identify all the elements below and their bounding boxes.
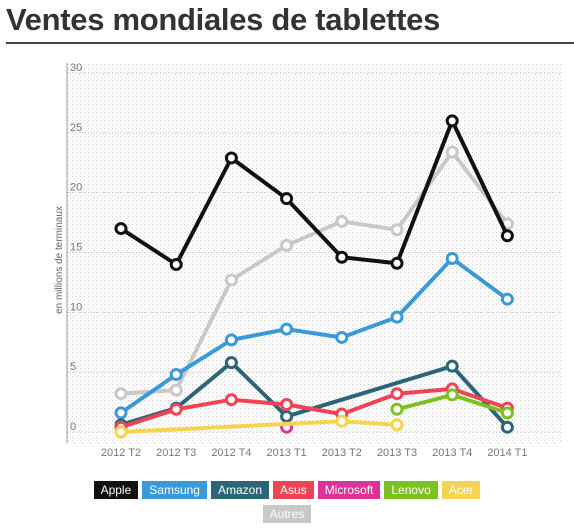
y-tick-label: 30 xyxy=(70,62,82,74)
legend: Apple Samsung Amazon Asus Microsoft Lenovo Ace… xyxy=(0,481,574,529)
data-point-apple xyxy=(280,192,294,206)
legend-row: Apple Samsung Amazon Asus Microsoft Lenovo Ace… xyxy=(0,481,574,503)
data-point-samsung xyxy=(280,322,294,336)
data-point-apple xyxy=(445,114,459,128)
legend-item-apple[interactable]: Apple xyxy=(93,481,139,499)
x-tick-label: 2013 T3 xyxy=(377,447,417,459)
data-point-asus xyxy=(224,393,238,407)
data-point-apple xyxy=(169,257,183,271)
y-tick-labels: 0 5 10 15 20 25 30 xyxy=(70,62,82,433)
data-point-acer xyxy=(114,425,128,439)
data-point-asus xyxy=(280,397,294,411)
x-tick-labels: 2012 T2 2012 T3 2012 T4 2013 T1 2013 T2 2013 … xyxy=(101,447,528,459)
x-tick-label: 2012 T4 xyxy=(211,447,251,459)
data-point-apple xyxy=(390,256,404,270)
x-tick-label: 2012 T2 xyxy=(101,447,141,459)
x-tick-label: 2013 T2 xyxy=(322,447,362,459)
data-point-samsung xyxy=(500,292,514,306)
series-group xyxy=(114,114,514,439)
line-chart: 0 5 10 15 20 25 30 2012 T2 2012 T3 2012 T4 2013 T… xyxy=(54,62,562,459)
data-point-amazon xyxy=(445,359,459,373)
data-point-autres xyxy=(445,145,459,159)
data-point-amazon xyxy=(280,409,294,423)
data-point-amazon xyxy=(224,356,238,370)
series-line-samsung xyxy=(119,256,510,415)
data-point-samsung xyxy=(224,333,238,347)
data-point-asus xyxy=(390,387,404,401)
data-point-apple xyxy=(224,151,238,165)
data-point-amazon xyxy=(500,420,514,434)
series-autres xyxy=(114,145,514,401)
y-tick-label: 0 xyxy=(70,421,76,433)
chart-title: Ventes mondiales de tablettes xyxy=(6,2,441,37)
series-lenovo xyxy=(390,388,514,420)
legend-item-acer[interactable]: Acer xyxy=(441,481,481,499)
data-point-lenovo xyxy=(500,406,514,420)
data-point-apple xyxy=(335,250,349,264)
data-point-apple xyxy=(114,222,128,236)
legend-item-amazon[interactable]: Amazon xyxy=(210,481,269,499)
series-line-apple xyxy=(119,118,510,267)
legend-item-lenovo[interactable]: Lenovo xyxy=(384,481,438,499)
x-tick-label: 2013 T1 xyxy=(267,447,307,459)
y-tick-label: 15 xyxy=(70,242,82,254)
data-point-autres xyxy=(335,214,349,228)
plot-background xyxy=(67,63,562,443)
legend-item-autres[interactable]: Autres xyxy=(262,505,312,523)
data-point-samsung xyxy=(114,406,128,420)
series-line-autres xyxy=(119,150,510,396)
y-tick-label: 25 xyxy=(70,122,82,134)
data-point-samsung xyxy=(445,251,459,265)
legend-item-asus[interactable]: Asus xyxy=(273,481,314,499)
series-samsung xyxy=(114,251,514,420)
data-point-autres xyxy=(169,383,183,397)
data-point-lenovo xyxy=(445,388,459,402)
series-acer xyxy=(114,414,404,439)
data-point-apple xyxy=(500,229,514,243)
data-point-acer xyxy=(390,418,404,432)
y-axis-label: en millions de terminaux xyxy=(54,206,65,314)
legend-item-microsoft[interactable]: Microsoft xyxy=(317,481,381,499)
x-tick-label: 2012 T3 xyxy=(156,447,196,459)
data-point-samsung xyxy=(390,310,404,324)
y-tick-label: 10 xyxy=(70,301,82,313)
y-tick-label: 20 xyxy=(70,182,82,194)
data-point-autres xyxy=(114,387,128,401)
data-point-lenovo xyxy=(390,402,404,416)
data-point-autres xyxy=(280,238,294,252)
data-point-autres xyxy=(390,223,404,237)
data-point-autres xyxy=(224,273,238,287)
x-tick-label: 2013 T4 xyxy=(432,447,472,459)
legend-row: Autres xyxy=(0,505,574,527)
x-tick-label: 2014 T1 xyxy=(487,447,527,459)
y-tick-label: 5 xyxy=(70,361,76,373)
series-line-asus xyxy=(119,386,510,430)
data-point-asus xyxy=(169,402,183,416)
data-point-samsung xyxy=(169,368,183,382)
data-point-acer xyxy=(335,414,349,428)
data-point-samsung xyxy=(335,330,349,344)
series-apple xyxy=(114,114,514,271)
legend-item-samsung[interactable]: Samsung xyxy=(142,481,207,499)
title-divider xyxy=(6,42,574,44)
